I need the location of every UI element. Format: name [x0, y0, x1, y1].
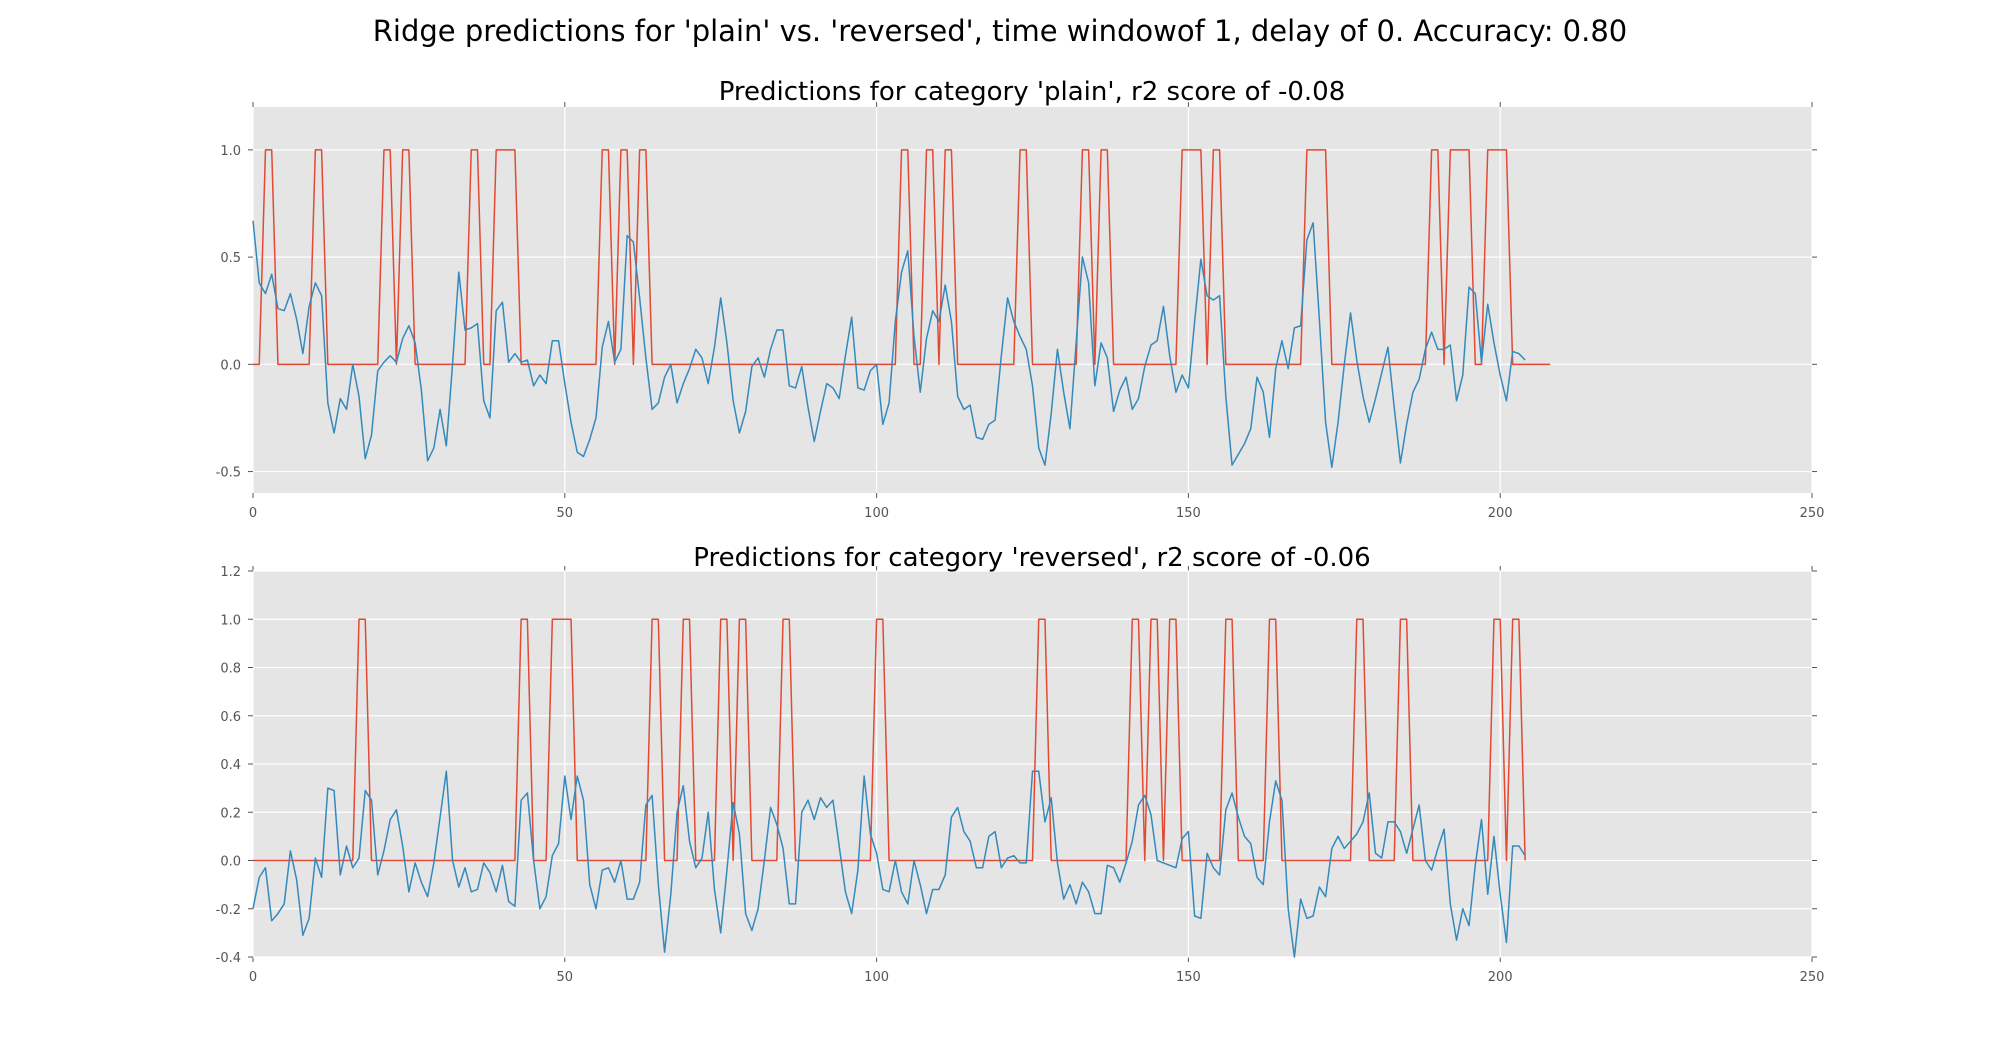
reversed-x-tick-label: 150: [1176, 970, 1201, 985]
plain-y-tick-label: 0.5: [220, 251, 241, 266]
reversed-y-tick-label: -0.4: [216, 951, 241, 966]
reversed-x-tick-label: 200: [1488, 970, 1513, 985]
reversed-y-tick-label: 0.4: [220, 758, 241, 773]
reversed-x-tick-label: 250: [1800, 970, 1825, 985]
plain-x-tick-label: 200: [1488, 506, 1513, 521]
plain-x-tick-label: 100: [864, 506, 889, 521]
reversed-axes-title: Predictions for category 'reversed', r2 …: [693, 543, 1370, 573]
reversed-truth-series-line: [253, 618, 1526, 862]
reversed-y-tick-label: 1.0: [220, 613, 241, 628]
reversed-y-tick-label: 0.0: [220, 855, 241, 870]
plain-axes-title: Predictions for category 'plain', r2 sco…: [719, 77, 1346, 107]
figure-title: Ridge predictions for 'plain' vs. 'rever…: [372, 14, 1628, 48]
plain-prediction-series-line: [252, 220, 1526, 469]
reversed-y-tick-label: -0.2: [216, 903, 241, 918]
plain-y-tick-label: 1.0: [220, 144, 241, 159]
plain-x-tick-label: 150: [1176, 506, 1201, 521]
reversed-y-tick-label: 1.2: [220, 565, 241, 580]
reversed-x-tick-label: 100: [864, 970, 889, 985]
plain-axes: 0 50 100 150 200 250 -0.5 0.0 0.5 1.0 Predictions …: [216, 77, 1825, 521]
plain-y-tick-label: 0.0: [220, 358, 241, 373]
reversed-y-tick-label: 0.2: [220, 806, 241, 821]
plain-x-tick-label: 250: [1800, 506, 1825, 521]
reversed-prediction-series-line: [252, 770, 1526, 958]
reversed-axes: 0 50 100 150 200 250 -0.4 -0.2 0.0 0.2 0.4 0.6 0.8 1.…: [216, 543, 1825, 985]
reversed-y-tick-label: 0.6: [220, 710, 241, 725]
reversed-y-tick-label: 0.8: [220, 662, 241, 677]
reversed-x-tick-label: 50: [557, 970, 574, 985]
plain-y-tick-label: -0.5: [216, 466, 241, 481]
plain-plot-area: [253, 107, 1812, 493]
plain-truth-series-line: [253, 149, 1551, 366]
plain-x-tick-label: 0: [249, 506, 257, 521]
plain-x-tick-label: 50: [557, 506, 574, 521]
reversed-x-tick-label: 0: [249, 970, 257, 985]
